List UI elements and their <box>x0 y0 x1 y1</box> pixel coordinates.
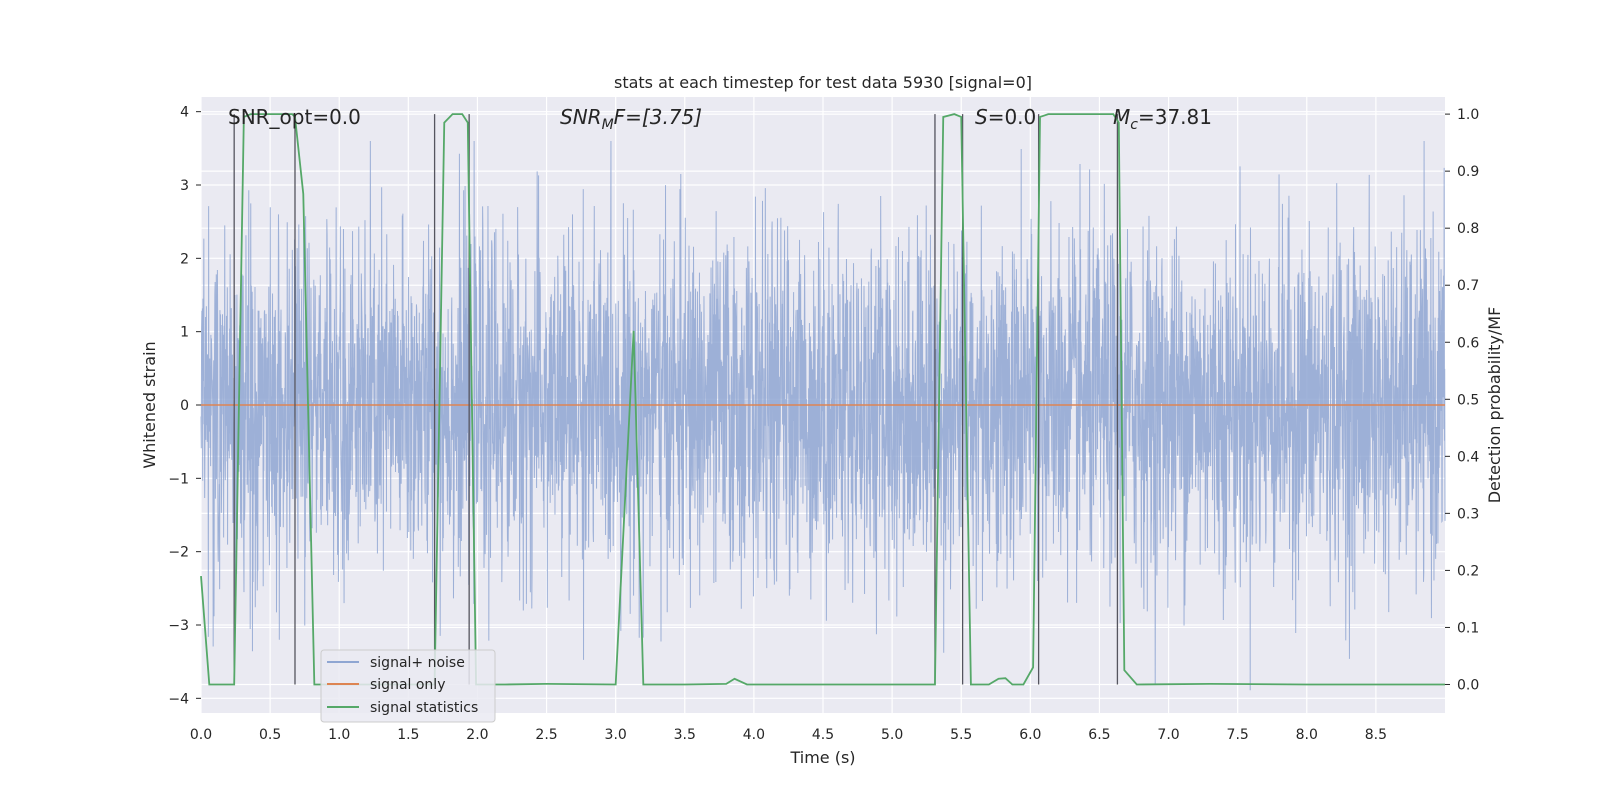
chart-title: stats at each timestep for test data 593… <box>614 73 1032 92</box>
y-tick-label-left: −1 <box>168 471 189 487</box>
annotation-mc: Mc=37.81 <box>1113 105 1212 133</box>
y-tick-label-right: 0.2 <box>1457 563 1479 579</box>
y-tick-label-right: 0.4 <box>1457 449 1479 465</box>
y-tick-label-left: −2 <box>168 545 189 561</box>
x-tick-label: 0.0 <box>190 727 212 743</box>
signal-statistics-series <box>200 113 1445 686</box>
x-tick-label: 7.0 <box>1157 727 1179 743</box>
x-tick-label: 1.0 <box>328 727 350 743</box>
x-tick-label: 3.5 <box>674 727 696 743</box>
legend: signal+ noise signal only signal statist… <box>320 649 496 723</box>
x-tick-label: 4.5 <box>812 727 834 743</box>
x-tick-label: 6.5 <box>1088 727 1110 743</box>
legend-box <box>320 649 496 723</box>
y-tick-label-right: 0.6 <box>1457 335 1479 351</box>
x-tick-label: 0.5 <box>259 727 281 743</box>
y-axis-right-ticks: 0.0 0.1 0.2 0.3 0.4 0.5 0.6 0.7 0.8 0.9 1.0 <box>1445 107 1479 693</box>
x-tick-label: 7.5 <box>1227 727 1249 743</box>
y-tick-label-left: 2 <box>180 251 189 267</box>
y-tick-label-right: 0.3 <box>1457 506 1479 522</box>
x-tick-label: 6.0 <box>1019 727 1041 743</box>
y-tick-label-right: 0.9 <box>1457 164 1479 180</box>
y-tick-label-right: 0.1 <box>1457 620 1479 636</box>
x-axis-label: Time (s) <box>789 748 855 767</box>
x-tick-label: 8.5 <box>1365 727 1387 743</box>
y-axis-left-ticks: −4 −3 −2 −1 0 1 2 3 4 <box>168 105 201 707</box>
x-tick-label: 5.5 <box>950 727 972 743</box>
y-axis-left-label: Whitened strain <box>140 341 159 468</box>
y-axis-right-label: Detection probability/MF <box>1485 307 1504 504</box>
legend-label-signal-only: signal only <box>370 677 445 693</box>
annotation-snr-opt: SNR_opt=0.0 <box>228 105 361 129</box>
y-tick-label-left: 0 <box>180 398 189 414</box>
y-tick-label-right: 0.8 <box>1457 221 1479 237</box>
event-marker-lines <box>233 114 1119 685</box>
x-axis-ticks: 0.0 0.5 1.0 1.5 2.0 2.5 3.0 3.5 4.0 4.5 5.0 5.5 6.0 6… <box>190 727 1387 743</box>
annotation-snr-mf: SNRMF=[3.75] <box>560 105 702 133</box>
y-tick-label-left: 1 <box>180 325 189 341</box>
annotation-s: S=0.0 <box>975 105 1036 129</box>
y-tick-label-left: 4 <box>180 105 189 121</box>
x-tick-label: 1.5 <box>397 727 419 743</box>
y-tick-label-right: 0.0 <box>1457 677 1479 693</box>
x-tick-label: 3.0 <box>605 727 627 743</box>
y-tick-label-right: 0.7 <box>1457 278 1479 294</box>
y-tick-label-right: 1.0 <box>1457 107 1479 123</box>
legend-label-signal-statistics: signal statistics <box>370 700 478 716</box>
signal-noise-series <box>200 140 1446 691</box>
x-tick-label: 2.0 <box>466 727 488 743</box>
x-tick-label: 8.0 <box>1296 727 1318 743</box>
legend-label-signal-noise: signal+ noise <box>370 655 465 671</box>
x-tick-label: 5.0 <box>881 727 903 743</box>
x-tick-label: 4.0 <box>743 727 765 743</box>
x-tick-label: 2.5 <box>535 727 557 743</box>
signal-noise-line <box>200 140 1446 691</box>
y-tick-label-left: 3 <box>180 178 189 194</box>
y-tick-label-right: 0.5 <box>1457 392 1479 408</box>
y-tick-label-left: −3 <box>168 618 189 634</box>
y-tick-label-left: −4 <box>168 691 189 707</box>
